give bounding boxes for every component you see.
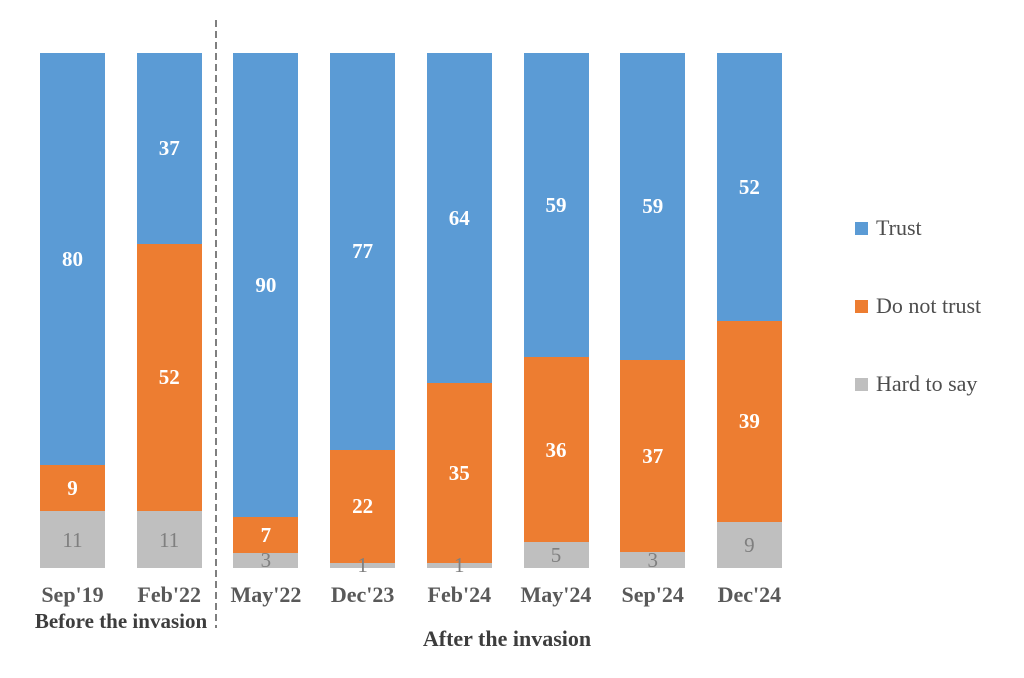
bar-segment-trust: 59 xyxy=(620,53,686,360)
bar-column-may24: 59 36 5 xyxy=(523,53,589,568)
bar-column-feb22: 37 52 11 xyxy=(136,53,202,568)
category-axis-label: Dec'23 xyxy=(330,582,395,607)
do-not-trust-color-swatch-icon xyxy=(855,299,868,313)
bar-segment-hard-to-say: 11 xyxy=(136,511,202,568)
bar-segment-trust: 59 xyxy=(523,53,589,357)
trust-color-swatch-icon xyxy=(855,221,868,235)
bar-segment-hard-to-say: 9 xyxy=(716,521,782,568)
bar-segment-hard-to-say: 1 xyxy=(330,554,396,576)
bar-segment-do-not-trust: 39 xyxy=(716,320,782,522)
bar-segment-do-not-trust: 35 xyxy=(426,382,492,563)
category-axis-label: Feb'22 xyxy=(137,582,201,607)
legend-item-trust: Trust xyxy=(855,215,981,240)
segment-value-label: 1 xyxy=(454,553,465,578)
period-separator-dashed-line xyxy=(215,20,217,628)
bar-segment-trust: 37 xyxy=(136,53,202,244)
bar-segment-do-not-trust: 7 xyxy=(233,516,299,553)
bar-segment-trust: 80 xyxy=(40,53,105,465)
bar-segment-hard-to-say: 5 xyxy=(523,542,589,568)
bar-segment-hard-to-say: 3 xyxy=(620,548,686,573)
bar-segment-hard-to-say: 3 xyxy=(233,549,299,571)
legend-item-hard-to-say: Hard to say xyxy=(855,371,981,396)
segment-value-label: 52 xyxy=(738,174,760,199)
segment-value-label: 9 xyxy=(67,476,78,501)
category-axis-label: Sep'24 xyxy=(621,582,684,607)
bar-column-feb24: 64 35 1 xyxy=(426,53,492,576)
legend-item-do-not-trust: Do not trust xyxy=(855,293,982,318)
segment-value-label: 1 xyxy=(357,553,368,578)
bar-segment-do-not-trust: 37 xyxy=(620,359,686,553)
segment-value-label: 7 xyxy=(260,522,272,547)
category-axis-label: May'22 xyxy=(230,582,302,607)
segment-value-label: 64 xyxy=(448,205,470,230)
bar-segment-do-not-trust: 9 xyxy=(40,465,105,512)
segment-value-label: 3 xyxy=(647,548,658,573)
segment-value-label: 80 xyxy=(62,247,83,271)
bar-segment-trust: 64 xyxy=(426,53,492,383)
segment-value-label: 36 xyxy=(545,437,567,462)
segment-value-label: 22 xyxy=(352,494,374,519)
segment-value-label: 59 xyxy=(642,194,664,219)
bar-column-sep19: 80 9 11 xyxy=(40,53,105,568)
category-axis-label: Dec'24 xyxy=(717,582,782,607)
bar-segment-trust: 52 xyxy=(716,53,782,321)
legend-label-do-not-trust: Do not trust xyxy=(876,293,982,318)
bar-segment-hard-to-say: 1 xyxy=(426,554,492,576)
bar-column-may22: 90 7 3 xyxy=(233,53,299,571)
bar-segment-hard-to-say: 11 xyxy=(40,511,105,568)
segment-value-label: 37 xyxy=(158,136,180,161)
segment-value-label: 11 xyxy=(159,527,180,552)
legend-label-hard-to-say: Hard to say xyxy=(876,371,978,396)
category-axis-label: May'24 xyxy=(520,582,592,607)
segment-value-label: 77 xyxy=(352,239,374,264)
bar-column-sep24: 59 37 3 xyxy=(620,53,686,573)
segment-value-label: 39 xyxy=(738,409,760,434)
bar-segment-do-not-trust: 52 xyxy=(136,243,202,512)
hard-to-say-color-swatch-icon xyxy=(855,377,868,391)
segment-value-label: 3 xyxy=(260,548,272,573)
bar-column-dec24: 52 39 9 xyxy=(716,53,782,568)
bar-segment-do-not-trust: 22 xyxy=(330,449,396,563)
bar-column-dec23: 77 22 1 xyxy=(330,53,396,576)
group-label-before-invasion: Before the invasion xyxy=(34,609,208,633)
segment-value-label: 37 xyxy=(642,444,664,469)
segment-value-label: 59 xyxy=(545,192,567,217)
category-axis-label: Feb'24 xyxy=(427,582,492,607)
bar-segment-trust: 90 xyxy=(233,53,299,517)
segment-value-label: 90 xyxy=(255,272,277,297)
segment-value-label: 11 xyxy=(62,527,83,552)
segment-value-label: 35 xyxy=(448,460,470,485)
segment-value-label: 9 xyxy=(744,532,755,557)
bar-segment-do-not-trust: 36 xyxy=(523,356,589,543)
segment-value-label: 5 xyxy=(550,543,562,568)
segment-value-label: 52 xyxy=(158,365,180,390)
bar-segment-trust: 77 xyxy=(330,53,396,450)
legend-label-trust: Trust xyxy=(876,215,922,240)
legend: Trust Do not trust Hard to say xyxy=(855,215,982,450)
category-axis-label: Sep'19 xyxy=(41,582,104,607)
group-label-after-invasion: After the invasion xyxy=(422,626,592,651)
